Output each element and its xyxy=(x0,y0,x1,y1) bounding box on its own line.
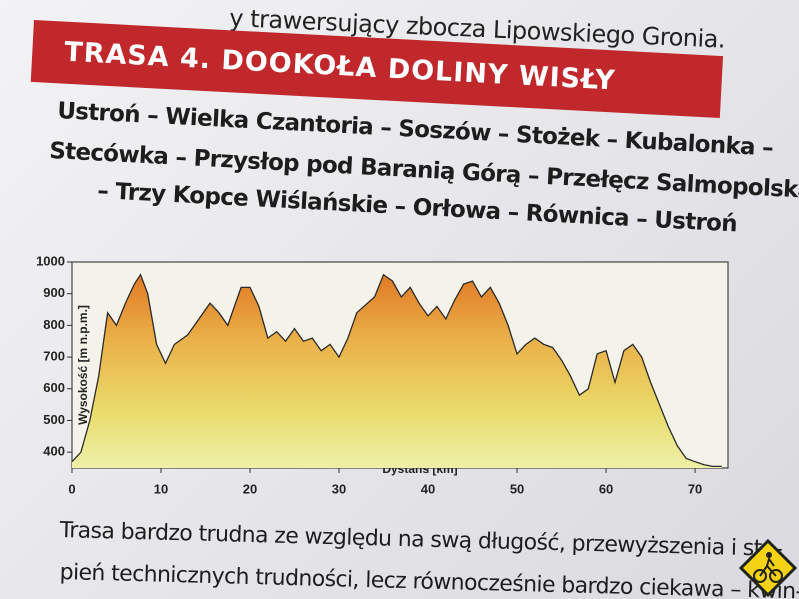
y-axis-label: Wysokość [m n.p.m.] xyxy=(76,305,90,425)
y-tick-label: 600 xyxy=(43,380,65,395)
x-tick-label: 60 xyxy=(599,481,613,496)
y-tick-label: 1000 xyxy=(36,253,65,268)
x-tick-label: 10 xyxy=(154,481,168,496)
elevation-line xyxy=(71,273,722,468)
y-tick-label: 800 xyxy=(43,317,65,332)
y-tick-label: 700 xyxy=(43,349,65,364)
y-tick-label: 500 xyxy=(43,412,65,427)
x-tick-label: 40 xyxy=(421,481,435,496)
x-tick-label: 70 xyxy=(688,481,702,496)
y-tick-label: 900 xyxy=(43,285,65,300)
elevation-area xyxy=(72,274,722,468)
x-tick-label: 0 xyxy=(68,481,75,496)
x-tick-label: 50 xyxy=(510,481,524,496)
bike-route-logo xyxy=(738,538,798,598)
x-tick-label: 30 xyxy=(332,481,346,496)
x-tick-label: 20 xyxy=(243,481,257,496)
y-tick-label: 400 xyxy=(43,444,65,459)
